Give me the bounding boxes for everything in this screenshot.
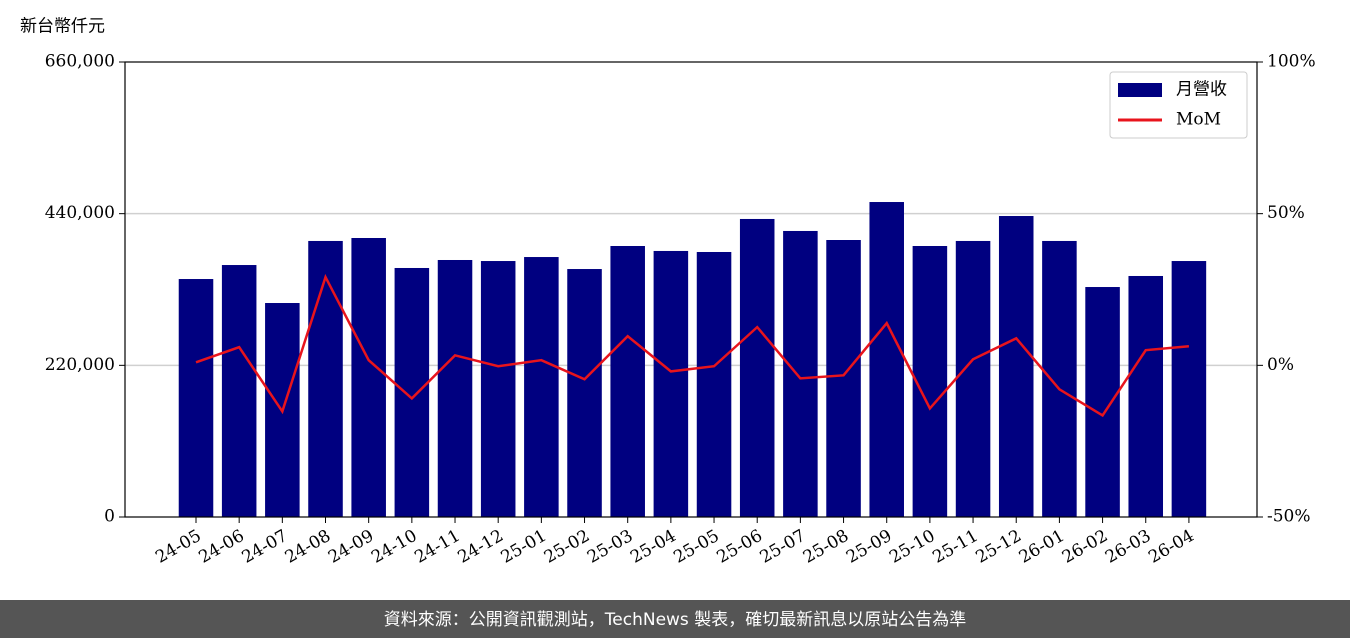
x-tick-label: 24-06 [195, 526, 247, 568]
bar [480, 261, 516, 517]
mom-line [195, 273, 1190, 418]
y-tick-label: 220,000 [45, 355, 115, 375]
x-tick-label: 24-08 [282, 526, 334, 568]
y2-tick-label: -50% [1267, 507, 1311, 527]
x-tick-label: 24-07 [239, 526, 291, 568]
bar [178, 279, 214, 517]
bar [524, 257, 559, 517]
bar [826, 240, 861, 517]
x-tick-label: 25-09 [843, 526, 895, 568]
bar [394, 267, 430, 517]
y2-tick-label: 50% [1267, 203, 1305, 223]
bar [998, 216, 1034, 517]
legend-label: 月營收 [1176, 80, 1227, 100]
y2-tick-label: 0% [1267, 355, 1294, 375]
bar [437, 259, 473, 517]
bar [653, 250, 689, 517]
bar [351, 238, 386, 518]
bar [567, 269, 602, 517]
footer-band [0, 600, 1350, 638]
bar [1085, 287, 1120, 517]
x-tick-label: 24-12 [454, 526, 506, 568]
x-tick-label: 25-04 [627, 526, 679, 568]
x-tick-label: 25-08 [800, 526, 852, 568]
footer-text: 資料來源：公開資訊觀測站，TechNews 製表，確切最新訊息以原站公告為準 [384, 610, 966, 630]
y-tick-label: 440,000 [45, 203, 115, 223]
bar [221, 265, 257, 517]
bar [696, 251, 732, 518]
bar [1171, 261, 1207, 517]
bar [955, 240, 991, 517]
bar [783, 230, 818, 517]
x-tick-label: 25-06 [714, 526, 766, 568]
bar [869, 202, 904, 517]
bar [1128, 275, 1164, 517]
x-tick-label: 25-11 [929, 526, 981, 568]
bar [610, 245, 645, 517]
y2-tick-label: 100% [1267, 52, 1316, 72]
x-tick-label: 26-02 [1059, 526, 1111, 568]
unit-label: 新台幣仟元 [20, 17, 105, 37]
y-tick-label: 660,000 [45, 52, 115, 72]
x-tick-label: 24-05 [152, 526, 204, 568]
x-tick-label: 26-01 [1016, 526, 1068, 568]
x-tick-label: 25-05 [670, 526, 722, 568]
plot-frame [124, 61, 1258, 518]
x-tick-label: 25-02 [541, 526, 593, 568]
x-tick-label: 24-10 [368, 526, 420, 568]
x-tick-label: 26-03 [1102, 526, 1154, 568]
x-tick-label: 24-09 [325, 526, 377, 568]
x-tick-label: 25-03 [584, 526, 636, 568]
legend-swatch [1118, 83, 1162, 97]
bar [912, 245, 948, 517]
x-tick-label: 26-04 [1145, 526, 1197, 568]
bar [308, 240, 343, 517]
x-tick-label: 25-10 [886, 526, 938, 568]
bar [1042, 240, 1077, 517]
x-tick-label: 24-11 [411, 526, 463, 568]
x-tick-label: 25-07 [757, 526, 809, 568]
legend-label: MoM [1176, 110, 1221, 130]
x-tick-label: 25-12 [973, 526, 1025, 568]
bar [739, 218, 775, 517]
y-tick-label: 0 [104, 507, 115, 527]
x-tick-label: 25-01 [498, 526, 550, 568]
